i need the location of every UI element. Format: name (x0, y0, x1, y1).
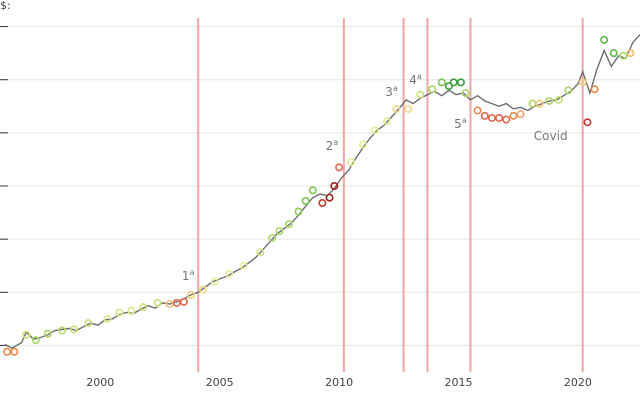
event-label: 4a (409, 72, 422, 87)
data-point (392, 104, 401, 113)
x-tick-label: 2005 (206, 376, 234, 389)
data-point (301, 196, 310, 205)
data-point (330, 182, 339, 191)
event-label: 5a (454, 116, 467, 131)
data-point (619, 51, 628, 60)
data-point (564, 86, 573, 95)
data-point (528, 99, 537, 108)
data-point (487, 113, 496, 122)
data-point (456, 78, 465, 87)
data-point (416, 90, 425, 99)
data-point (268, 234, 277, 243)
data-point (461, 89, 470, 98)
data-point (294, 207, 303, 216)
data-point (382, 117, 391, 126)
data-point (509, 111, 518, 120)
data-point (473, 106, 482, 115)
scatter-points (3, 35, 635, 356)
data-point (545, 96, 554, 105)
x-axis-ticks: 2000 2005 2010 2015 2020 (86, 376, 592, 389)
data-point (609, 49, 618, 58)
data-point (165, 299, 174, 308)
line-series (4, 34, 640, 349)
data-point (347, 158, 356, 167)
data-point (404, 104, 413, 113)
data-point (554, 95, 563, 104)
data-point (444, 82, 453, 91)
data-point (10, 347, 19, 356)
data-point (590, 85, 599, 94)
event-label: Covid (534, 129, 568, 143)
series-line (4, 34, 640, 349)
data-point (370, 126, 379, 135)
data-point (153, 298, 162, 307)
data-point (210, 277, 219, 286)
data-point (495, 113, 504, 122)
data-point (256, 248, 265, 257)
data-point (103, 314, 112, 323)
event-label: 3a (385, 84, 398, 99)
x-tick-label: 2015 (445, 376, 473, 389)
data-point (325, 193, 334, 202)
data-point (308, 186, 317, 195)
data-point (502, 115, 511, 124)
data-point (225, 269, 234, 278)
data-point (578, 78, 587, 87)
data-point (70, 325, 79, 334)
data-point (284, 220, 293, 229)
data-point (239, 261, 248, 270)
data-point (335, 163, 344, 172)
data-point (428, 85, 437, 94)
data-point (84, 319, 93, 328)
data-point (583, 118, 592, 127)
data-point (115, 308, 124, 317)
data-point (58, 326, 67, 335)
x-tick-label: 2000 (86, 376, 114, 389)
data-point (187, 290, 196, 299)
data-point (275, 227, 284, 236)
data-point (318, 199, 327, 208)
data-point (3, 347, 12, 356)
data-point (198, 285, 207, 294)
data-point (22, 330, 31, 339)
data-point (43, 329, 52, 338)
data-point (179, 297, 188, 306)
x-tick-label: 2020 (564, 376, 592, 389)
data-point (600, 35, 609, 44)
gridlines (0, 26, 640, 346)
x-tick-label: 2010 (325, 376, 353, 389)
event-lines: 1a 2a 3a 4a 5a Covid (182, 18, 584, 372)
event-label: 2a (326, 138, 339, 153)
data-point (127, 306, 136, 315)
event-label: 1a (182, 268, 195, 283)
data-point (358, 140, 367, 149)
data-point (172, 298, 181, 307)
y-axis-label: $: (0, 0, 11, 12)
data-point (626, 49, 635, 58)
data-point (31, 336, 40, 345)
data-point (480, 111, 489, 120)
data-point (139, 303, 148, 312)
data-point (535, 99, 544, 108)
data-point (437, 78, 446, 87)
data-point (516, 110, 525, 119)
